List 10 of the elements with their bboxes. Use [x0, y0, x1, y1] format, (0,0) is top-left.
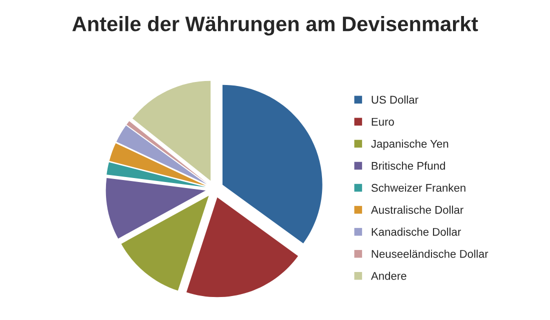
legend-label: Kanadische Dollar	[372, 228, 461, 236]
legend-label: Schweizer Franken	[371, 184, 466, 192]
legend-label: US Dollar	[372, 96, 418, 104]
legend-label: Australische Dollar	[370, 206, 464, 214]
legend-label: Britische Pfund	[372, 162, 445, 170]
legend-label: Neuseeländische Dollar	[372, 250, 488, 258]
chart-title: Anteile der Währungen am Devisenmarkt	[72, 16, 478, 36]
legend-label: Andere	[370, 272, 406, 280]
legend-label: Euro	[372, 118, 394, 126]
legend-label: Japanische Yen	[371, 140, 448, 150]
